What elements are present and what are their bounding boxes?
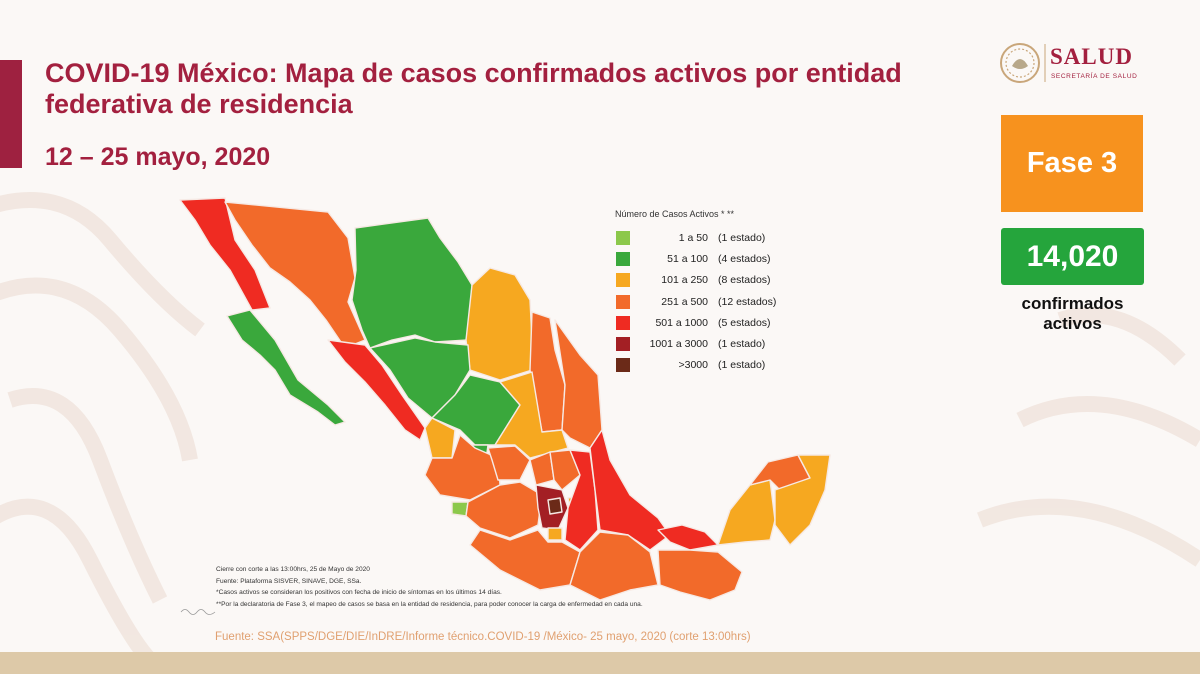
legend-item: 1001 a 3000 (1 estado): [615, 333, 795, 354]
state-quintana-roo: [774, 454, 831, 546]
wave-icon: [180, 609, 216, 615]
footnotes: Cierre con corte a las 13:00hrs, 25 de M…: [216, 564, 643, 610]
state-durango: [369, 337, 471, 419]
legend-range: 501 a 1000: [655, 316, 708, 329]
legend-count: (8 estados): [718, 274, 771, 287]
legend-count: (4 estados): [718, 252, 771, 265]
state-baja-california: [179, 197, 271, 311]
legend-count: (1 estado): [718, 231, 766, 244]
legend-range: 251 a 500: [661, 295, 708, 308]
legend-range: 51 a 100: [667, 252, 708, 265]
legend-count: (1 estado): [718, 359, 766, 372]
legend-count: (5 estados): [718, 316, 771, 329]
legend-swatch: [616, 358, 630, 373]
phase-badge: Fase 3: [1001, 115, 1143, 212]
bottom-band: [0, 652, 1200, 674]
legend-swatch: [616, 273, 630, 288]
footnote-phase3: **Por la declaratoria de Fase 3, el mape…: [216, 600, 643, 608]
state-chihuahua: [351, 217, 473, 349]
state-campeche: [717, 479, 776, 546]
logo-wordmark: SALUD: [1050, 44, 1133, 69]
state-cdmx: [547, 497, 563, 515]
state-sonora: [224, 201, 366, 349]
legend-swatch: [616, 337, 630, 352]
legend-range: 1 a 50: [678, 231, 708, 244]
legend-count: (12 estados): [718, 295, 777, 308]
legend-item: 501 a 1000 (5 estados): [615, 312, 795, 333]
active-cases-count: 14,020: [1001, 228, 1144, 285]
active-cases-label: confirmados activos: [1021, 294, 1124, 333]
legend-swatch: [616, 315, 630, 330]
legend-swatch: [616, 294, 630, 309]
state-tabasco: [657, 524, 719, 551]
legend-title: Número de Casos Activos * **: [615, 209, 735, 219]
footnote-active-definition: *Casos activos se consideran los positiv…: [216, 589, 502, 596]
state-coahuila: [465, 267, 533, 381]
state-morelos: [547, 527, 563, 541]
state-baja-california-sur: [226, 309, 346, 426]
legend-item: 51 a 100 (4 estados): [615, 248, 795, 269]
state-guanajuato: [487, 445, 531, 481]
legend-item: >3000 (1 estado): [615, 355, 795, 376]
state-hidalgo: [549, 449, 581, 491]
legend-item: 1 a 50 (1 estado): [615, 227, 795, 248]
state-chiapas: [657, 549, 743, 601]
salud-logo-emblem: [1000, 43, 1046, 83]
page-title: COVID-19 México: Mapa de casos confirmad…: [45, 58, 902, 119]
date-range: 12 – 25 mayo, 2020: [45, 143, 271, 171]
legend-range: 1001 a 3000: [649, 338, 708, 351]
state-nayarit: [424, 417, 456, 459]
legend-swatch: [616, 251, 630, 266]
legend-count: (1 estado): [718, 338, 766, 351]
legend-item: 101 a 250 (8 estados): [615, 270, 795, 291]
legend-range: >3000: [678, 359, 709, 372]
accent-bar: [0, 60, 22, 168]
footer-source: Fuente: SSA(SPPS/DGE/DIE/InDRE/Informe t…: [215, 631, 751, 643]
state-sinaloa: [327, 339, 426, 441]
footnote-source: Fuente: Plataforma SISVER, SINAVE, DGE, …: [216, 577, 362, 585]
legend-range: 101 a 250: [661, 274, 708, 287]
state-michoacan: [465, 481, 543, 539]
map-legend: Número de Casos Activos * ** 1 a 50 (1 e…: [615, 209, 795, 376]
legend-item: 251 a 500 (12 estados): [615, 291, 795, 312]
state-oaxaca: [569, 531, 659, 601]
logo-subtitle: SECRETARÍA DE SALUD: [1051, 73, 1138, 80]
footnote-cutoff: Cierre con corte a las 13:00hrs, 25 de M…: [216, 566, 370, 573]
mexico-map: [179, 197, 831, 601]
legend-swatch: [616, 230, 630, 245]
